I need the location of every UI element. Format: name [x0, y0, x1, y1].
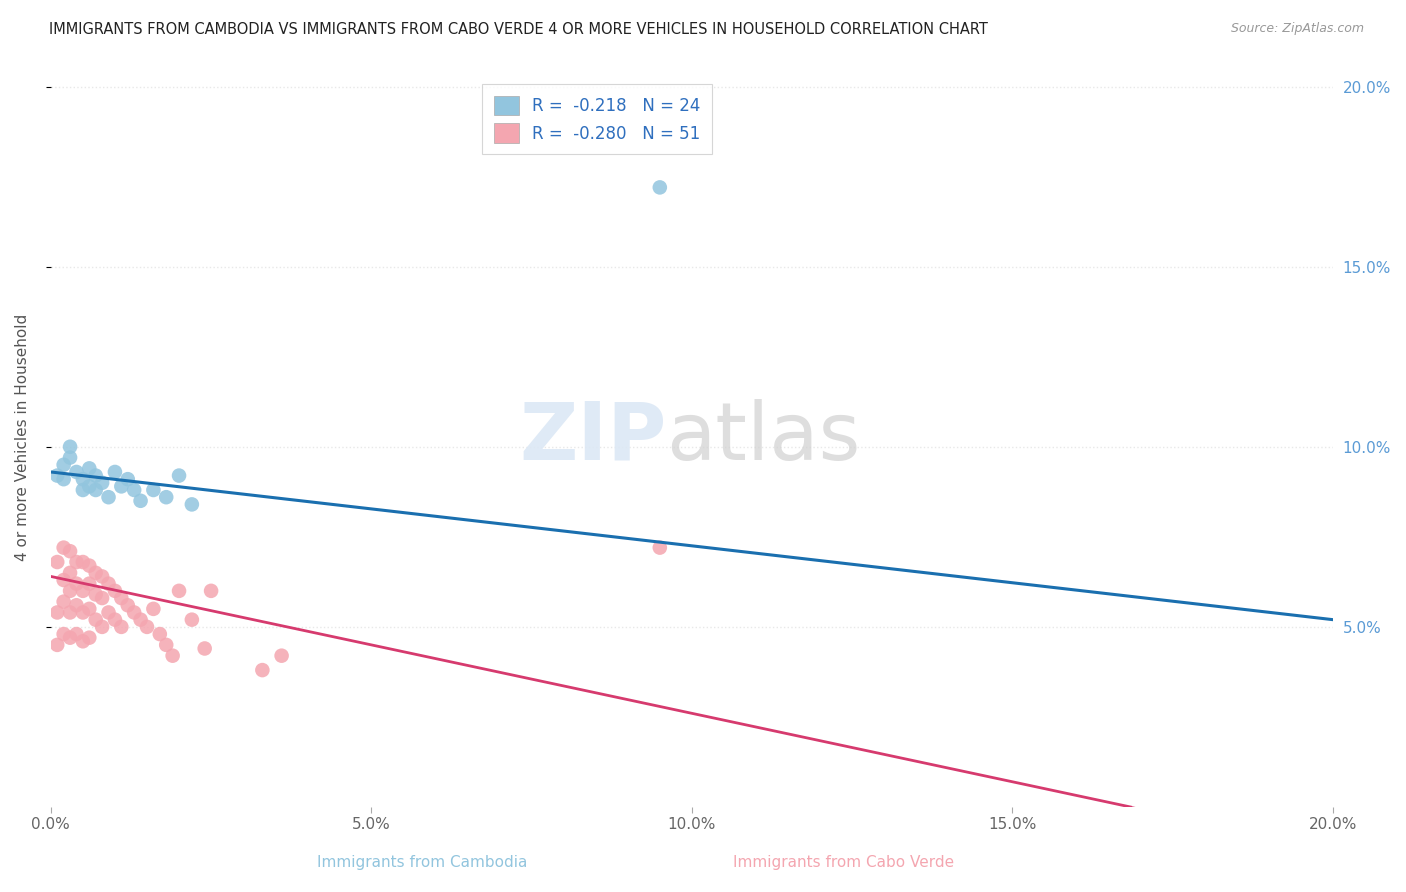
Point: [648, 180, 671, 194]
Point: [79, 631, 101, 645]
Point: [79, 461, 101, 475]
Point: [167, 468, 190, 483]
Y-axis label: 4 or more Vehicles in Household: 4 or more Vehicles in Household: [15, 314, 30, 561]
Point: [155, 490, 177, 504]
Point: [155, 638, 177, 652]
Point: [65, 599, 87, 613]
Point: [149, 627, 172, 641]
Point: [79, 479, 101, 493]
Point: [72, 472, 94, 486]
Point: [110, 479, 132, 493]
Point: [142, 483, 165, 497]
Point: [52, 595, 75, 609]
Point: [52, 458, 75, 472]
Point: [59, 631, 82, 645]
Point: [180, 497, 202, 511]
Point: [117, 599, 139, 613]
Legend: R =  -0.218   N = 24, R =  -0.280   N = 51: R = -0.218 N = 24, R = -0.280 N = 51: [482, 84, 713, 154]
Point: [97, 606, 120, 620]
Text: Source: ZipAtlas.com: Source: ZipAtlas.com: [1230, 22, 1364, 36]
Point: [84, 587, 107, 601]
Point: [122, 483, 145, 497]
Point: [91, 475, 114, 490]
Point: [46, 555, 69, 569]
Point: [52, 627, 75, 641]
Point: [129, 613, 152, 627]
Point: [59, 566, 82, 580]
Point: [46, 638, 69, 652]
Point: [200, 583, 222, 598]
Text: atlas: atlas: [666, 399, 860, 476]
Point: [46, 606, 69, 620]
Point: [252, 663, 274, 677]
Point: [117, 472, 139, 486]
Point: [104, 465, 127, 479]
Point: [84, 566, 107, 580]
Point: [180, 613, 202, 627]
Point: [59, 583, 82, 598]
Point: [84, 613, 107, 627]
Point: [270, 648, 292, 663]
Point: [648, 541, 671, 555]
Text: Immigrants from Cabo Verde: Immigrants from Cabo Verde: [733, 855, 955, 870]
Point: [122, 606, 145, 620]
Point: [59, 544, 82, 558]
Point: [79, 602, 101, 616]
Point: [72, 634, 94, 648]
Point: [84, 468, 107, 483]
Point: [97, 490, 120, 504]
Point: [52, 541, 75, 555]
Point: [97, 576, 120, 591]
Point: [194, 641, 217, 656]
Point: [104, 613, 127, 627]
Point: [129, 493, 152, 508]
Point: [167, 583, 190, 598]
Point: [59, 440, 82, 454]
Point: [142, 602, 165, 616]
Point: [72, 583, 94, 598]
Point: [91, 569, 114, 583]
Point: [79, 576, 101, 591]
Point: [65, 555, 87, 569]
Point: [79, 558, 101, 573]
Point: [59, 450, 82, 465]
Point: [65, 465, 87, 479]
Text: Immigrants from Cambodia: Immigrants from Cambodia: [316, 855, 527, 870]
Point: [46, 468, 69, 483]
Point: [52, 472, 75, 486]
Text: ZIP: ZIP: [519, 399, 666, 476]
Point: [91, 591, 114, 605]
Point: [110, 620, 132, 634]
Point: [59, 606, 82, 620]
Point: [136, 620, 159, 634]
Text: IMMIGRANTS FROM CAMBODIA VS IMMIGRANTS FROM CABO VERDE 4 OR MORE VEHICLES IN HOU: IMMIGRANTS FROM CAMBODIA VS IMMIGRANTS F…: [49, 22, 988, 37]
Point: [72, 606, 94, 620]
Point: [110, 591, 132, 605]
Point: [52, 573, 75, 587]
Point: [65, 576, 87, 591]
Point: [162, 648, 184, 663]
Point: [72, 555, 94, 569]
Point: [104, 583, 127, 598]
Point: [72, 483, 94, 497]
Point: [84, 483, 107, 497]
Point: [91, 620, 114, 634]
Point: [65, 627, 87, 641]
